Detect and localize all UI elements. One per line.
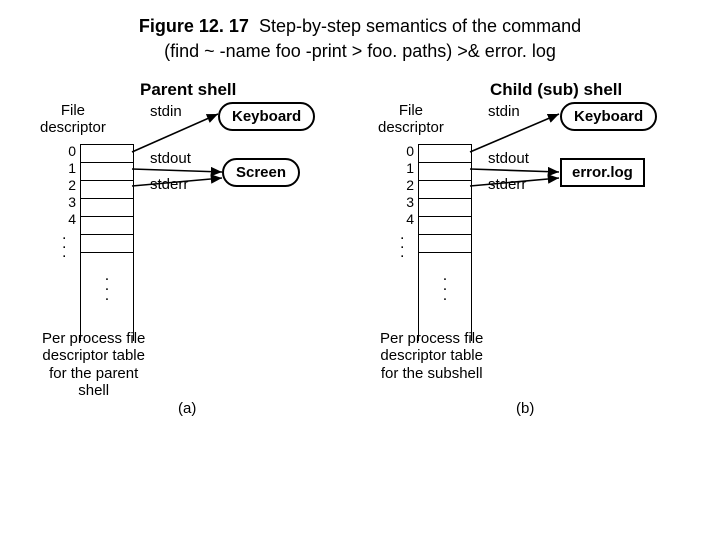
keyboard-node: Keyboard (560, 102, 657, 131)
stderr-label: stderr (488, 176, 526, 193)
stdin-label: stdin (150, 103, 182, 120)
stdout-label: stdout (488, 150, 529, 167)
table-row (81, 217, 133, 235)
panel-a-fd-label: File descriptor (40, 102, 106, 137)
table-row (81, 163, 133, 181)
table-row (81, 181, 133, 199)
table-row (419, 181, 471, 199)
panel-a-caption: Per process file descriptor table for th… (42, 330, 145, 399)
table-dots: ... (81, 271, 133, 301)
table-row (419, 144, 471, 163)
figure-number: Figure 12. 17 (139, 16, 249, 36)
table-row (81, 144, 133, 163)
stdout-label: stdout (150, 150, 191, 167)
table-row (419, 199, 471, 217)
table-row (81, 199, 133, 217)
figure-title: Figure 12. 17 Step-by-step semantics of … (40, 16, 680, 37)
fd-num: 0 (62, 143, 76, 160)
figure-title-text: Step-by-step semantics of the command (259, 16, 581, 36)
fd-num: 1 (400, 160, 414, 177)
panel-a-title: Parent shell (140, 80, 236, 100)
stderr-label: stderr (150, 176, 188, 193)
keyboard-node: Keyboard (218, 102, 315, 131)
figure-command: (find ~ -name foo -print > foo. paths) >… (0, 41, 720, 62)
panel-b-title: Child (sub) shell (490, 80, 622, 100)
fd-num: 1 (62, 160, 76, 177)
errorlog-node: error.log (560, 158, 645, 187)
fd-num-dots: ... (62, 230, 66, 257)
table-row (419, 163, 471, 181)
stdin-label: stdin (488, 103, 520, 120)
panel-a-fd-table: ... (80, 144, 134, 341)
diagram-area: Parent shell File descriptor 0 1 2 3 4 .… (0, 80, 720, 500)
fd-num: 3 (62, 194, 76, 211)
fd-num: 3 (400, 194, 414, 211)
panel-b-fd-label: File descriptor (378, 102, 444, 137)
fd-num: 2 (400, 177, 414, 194)
table-dots: ... (419, 271, 471, 301)
screen-node: Screen (222, 158, 300, 187)
fd-num: 2 (62, 177, 76, 194)
table-row (419, 235, 471, 253)
fd-num: 0 (400, 143, 414, 160)
panel-b-fd-table: ... (418, 144, 472, 341)
table-row (419, 217, 471, 235)
table-row (81, 235, 133, 253)
panel-b-letter: (b) (516, 400, 534, 417)
panel-a-letter: (a) (178, 400, 196, 417)
panel-b-caption: Per process file descriptor table for th… (380, 330, 483, 382)
fd-num-dots: ... (400, 230, 404, 257)
